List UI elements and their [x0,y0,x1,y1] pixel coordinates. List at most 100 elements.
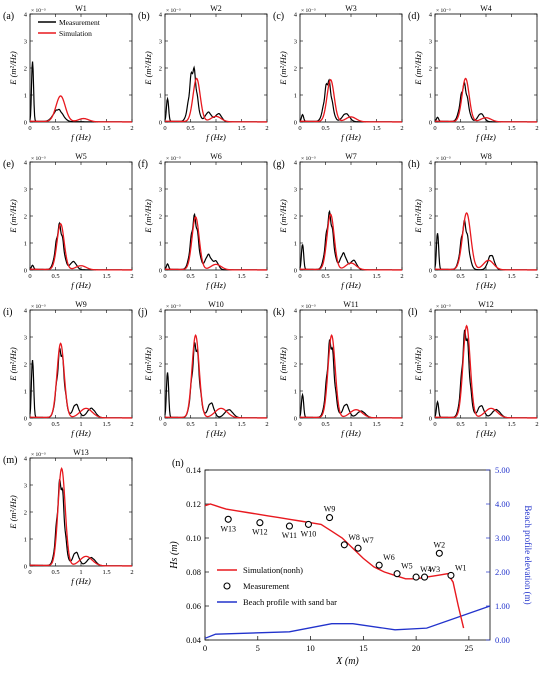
x-tick-label: 0 [28,569,31,576]
y-tick-label: 0 [159,416,162,423]
measurement-point-label: W9 [324,505,336,514]
y-tick-label: 3 [294,39,297,46]
measurement-point [412,573,420,581]
panel-title: W9 [75,300,87,309]
x-tick-label: 0.5 [186,273,194,280]
y-axis-label: E (m²/Hz) [413,199,423,234]
y-tick-label: 0 [24,268,27,275]
y-tick-label: 0.12 [186,499,201,509]
measurement-point-label: W5 [401,562,413,571]
measurement-point-label: W7 [362,536,374,545]
measurement-point-label: W3 [429,565,441,574]
x-tick-label: 1.5 [507,421,515,428]
x-tick-label: 2 [265,421,268,428]
panel-title: W6 [210,152,222,161]
y-tick-label: 1 [24,389,27,396]
x-tick-label: 0.5 [51,421,59,428]
x-tick-label: 0 [28,125,31,132]
x-tick-label: 1 [349,273,352,280]
y-tick-label: 4 [24,456,28,463]
x-tick-label: 10 [306,643,315,653]
measurement-point [256,519,264,527]
y-tick-label: 4 [159,12,163,19]
x-tick-label: 0 [298,125,301,132]
simulation-line [29,342,132,419]
x-tick-label: 0 [203,643,207,653]
y-tick-label: 1 [429,389,432,396]
x-tick-label: 1 [484,125,487,132]
panel-title: W7 [345,152,357,161]
panel-frame [29,13,133,123]
x-tick-label: 0.5 [321,273,329,280]
y-axis-label: E (m²/Hz) [413,347,423,382]
x-tick-label: 1.5 [102,273,110,280]
legend-label-measurement: Measurement [243,581,290,591]
measurement-point-label: W12 [252,528,268,537]
x-tick-label: 1.5 [372,125,380,132]
panel-tag: (n) [172,458,184,469]
panel-title: W13 [73,448,89,457]
x-tick-label: 0 [163,273,166,280]
panel-title: W3 [345,4,357,13]
panel-frame [434,161,538,271]
y-tick-label: 3 [159,187,162,194]
measurement-point [326,514,334,522]
legend-label-simulation: Simulation [59,29,92,38]
panel-tag: (f) [138,159,148,170]
legend-label-profile: Beach profile with sand bar [243,597,337,607]
x-tick-label: 0.5 [456,125,464,132]
y-tick-label: 2 [294,66,297,73]
y2-axis-label: Beach profile elevation (m) [523,505,533,604]
panel-frame [164,161,268,271]
measurement-point [304,520,312,528]
panel-frame [29,309,133,419]
y-tick-label: 2 [429,214,432,221]
x-tick-label: 1 [214,273,217,280]
y-axis-label: E (m²/Hz) [278,347,288,382]
legend-label-simulation: Simulation(nonh) [243,565,303,575]
spectrum-panel-w13: 0 0.5 1 1.5 2 0 1 2 3 4× 10⁻³ W13 (m) f (Hz) E (m²/Hz… [3,448,134,586]
panel-frame [299,13,403,123]
x-tick-label: 0.5 [321,125,329,132]
x-tick-label: 0.5 [51,569,59,576]
y-tick-label: 1 [294,241,297,248]
panel-title: W8 [480,152,492,161]
x-tick-label: 2 [400,125,403,132]
x-tick-label: 1 [79,421,82,428]
y2-tick-label: 0.00 [495,635,510,645]
y-tick-label: 1 [159,93,162,100]
x-tick-label: 2 [535,273,538,280]
measurement-point [447,571,455,579]
measurement-point-label: W6 [383,553,395,562]
y-tick-label: 1 [24,537,27,544]
x-tick-label: 1 [79,569,82,576]
y-tick-label: 1 [294,389,297,396]
x-axis-label: f (Hz) [206,132,226,142]
panel-frame [434,309,538,419]
y-tick-label: 4 [294,12,298,19]
y-tick-label: 4 [24,12,28,19]
x-tick-label: 0 [433,273,436,280]
y-tick-label: 2 [24,510,27,517]
y-tick-label: 1 [159,241,162,248]
x-tick-label: 2 [130,421,133,428]
simulation-line [434,324,537,419]
panel-tag: (c) [273,11,284,22]
panel-frame [299,309,403,419]
y-tick-label: 2 [429,66,432,73]
measurement-point [421,573,429,581]
y-axis-label: E (m²/Hz) [8,495,18,530]
y-tick-label: 0.14 [186,465,202,475]
x-tick-label: 15 [359,643,368,653]
x-tick-label: 0 [28,421,31,428]
y-axis-label: E (m²/Hz) [143,347,153,382]
x-tick-label: 0 [163,421,166,428]
x-tick-label: 2 [130,273,133,280]
panel-frame [299,161,403,271]
y-tick-label: 4 [24,308,28,315]
x-tick-label: 2 [400,421,403,428]
x-tick-label: 2 [535,125,538,132]
y-axis-label: E (m²/Hz) [8,347,18,382]
y-multiplier: × 10⁻³ [301,304,316,310]
